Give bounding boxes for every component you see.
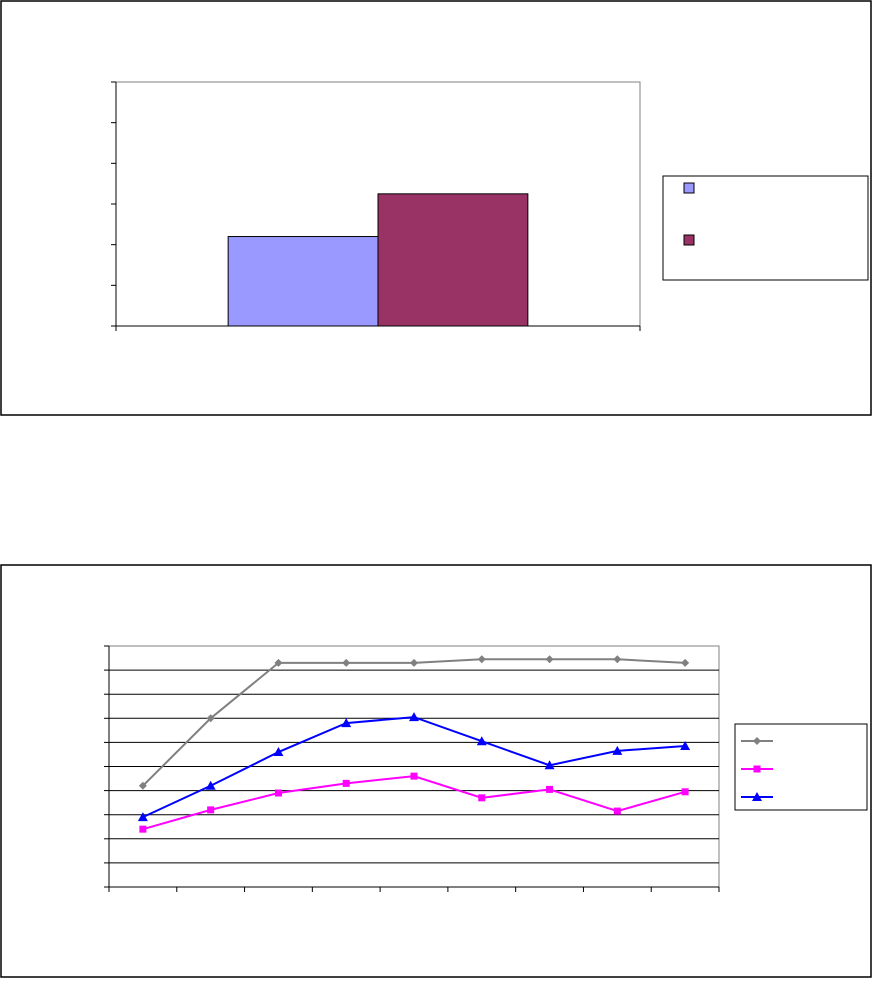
data-point-square (546, 785, 554, 793)
data-point-square (139, 825, 147, 833)
bar-chart-axes (111, 81, 641, 331)
data-point-diamond (138, 781, 147, 790)
data-point-diamond (477, 655, 486, 664)
data-point-diamond (545, 655, 554, 664)
line-chart (0, 564, 872, 978)
bar-chart-bars (227, 193, 529, 327)
data-point-triangle (273, 747, 284, 757)
data-point-square (681, 788, 689, 796)
data-point-square (613, 807, 621, 815)
data-point-diamond (274, 658, 283, 667)
data-point-diamond (613, 655, 622, 664)
data-point-square (753, 765, 761, 773)
line-chart-gridlines (109, 669, 719, 864)
bar (377, 193, 529, 327)
data-point-square (478, 794, 486, 802)
data-point-triangle (680, 741, 691, 751)
data-point-triangle (409, 712, 419, 722)
data-point-square (207, 806, 215, 814)
data-point-diamond (410, 658, 418, 667)
bar-chart-legend (662, 175, 869, 281)
data-point-triangle (612, 745, 623, 755)
bar (227, 236, 379, 327)
legend-swatch (683, 182, 695, 194)
data-point-square (410, 772, 418, 780)
bar-chart-legend-entries (683, 182, 695, 246)
data-point-triangle (752, 792, 762, 801)
line-chart-axes (104, 645, 720, 892)
legend-swatch (683, 234, 695, 246)
data-point-square (342, 779, 350, 787)
data-point-diamond (681, 658, 690, 667)
line-chart-series (137, 655, 691, 833)
data-point-triangle (205, 780, 216, 790)
data-point-triangle (476, 736, 487, 746)
data-point-triangle (137, 812, 148, 822)
data-point-diamond (342, 658, 351, 667)
line-chart-legend-entries (741, 737, 773, 801)
data-point-triangle (341, 718, 352, 728)
bar-chart (0, 0, 872, 416)
data-point-diamond (206, 714, 215, 723)
data-point-diamond (753, 737, 761, 745)
data-point-triangle (544, 760, 555, 770)
data-point-square (274, 789, 282, 797)
